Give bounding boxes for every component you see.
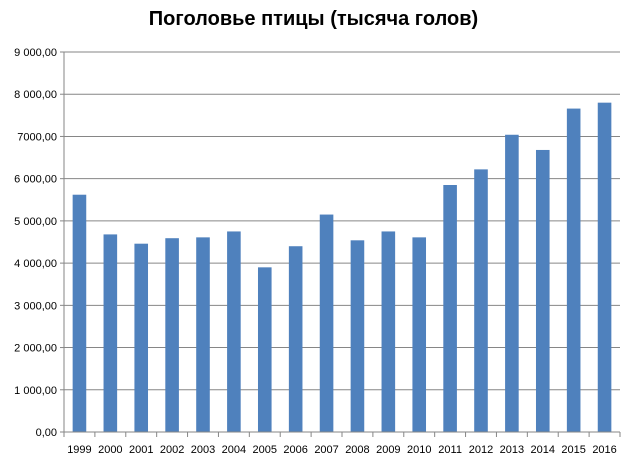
x-tick-labels: 1999 2000 2001 2002 2003 2004 2005 2006 2007 2008… (67, 444, 617, 456)
y-tick-label: 1 000,00 (14, 385, 57, 397)
y-tick-label: 7000,00 (17, 131, 57, 143)
chart-title: Поголовье птицы (тысяча голов) (148, 8, 479, 30)
x-tick-label: 2008 (345, 444, 369, 456)
x-tick-label: 2001 (129, 444, 153, 456)
x-tick-label: 2015 (561, 444, 585, 456)
bar-2012 (474, 169, 488, 432)
x-tick-label: 2005 (253, 444, 277, 456)
y-tick-label: 0,00 (36, 427, 57, 439)
y-tick-label: 9 000,00 (14, 47, 57, 59)
y-tick-label: 8 000,00 (14, 89, 57, 101)
y-tick-label: 3 000,00 (14, 300, 57, 312)
bar-2009 (381, 231, 396, 432)
bar-2002 (165, 238, 179, 432)
bar-2014 (535, 149, 550, 432)
x-tick-label: 2003 (191, 444, 215, 456)
x-tick-label: 2013 (500, 444, 524, 456)
y-tick-labels: 0,00 1 000,00 2 000,00 3 000,00 4 000,00 5 00… (14, 47, 57, 439)
y-tick-label: 5 000,00 (14, 216, 57, 228)
bar-1999 (72, 194, 87, 432)
bar-2013 (505, 134, 519, 432)
x-tick-label: 2000 (98, 444, 122, 456)
gridlines (64, 51, 620, 391)
bar-2015 (566, 108, 581, 433)
bar-2003 (196, 237, 210, 432)
bar-2001 (134, 243, 149, 432)
bar-2005 (257, 267, 272, 432)
x-tick-label: 2004 (222, 444, 246, 456)
x-tick-label: 1999 (67, 444, 91, 456)
bar-2006 (288, 246, 303, 432)
bar-2010 (412, 237, 427, 432)
x-tick-label: 2010 (407, 444, 431, 456)
bars (72, 102, 612, 433)
x-tick-label: 2007 (314, 444, 338, 456)
x-tick-label: 2009 (376, 444, 400, 456)
bar-2000 (103, 234, 118, 432)
y-tick-label: 4 000,00 (14, 258, 57, 270)
bar-2016 (597, 102, 612, 433)
bar-2011 (443, 185, 457, 432)
x-tick-label: 2011 (438, 444, 462, 456)
x-tick-label: 2016 (592, 444, 616, 456)
x-tick-label: 2006 (283, 444, 307, 456)
y-tick-label: 2 000,00 (14, 343, 57, 355)
x-tick-label: 2002 (160, 444, 184, 456)
axes (60, 51, 621, 437)
bar-2007 (319, 214, 334, 432)
bar-2008 (350, 240, 365, 432)
x-tick-label: 2012 (469, 444, 493, 456)
bar-2004 (227, 231, 241, 432)
x-tick-label: 2014 (531, 444, 555, 456)
y-tick-label: 6 000,00 (14, 174, 57, 186)
